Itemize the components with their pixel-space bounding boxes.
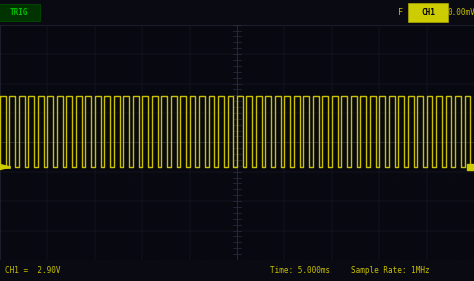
- Polygon shape: [0, 164, 10, 169]
- Text: CH1: CH1: [421, 8, 435, 17]
- Text: CH1 =  2.90V: CH1 = 2.90V: [5, 266, 60, 275]
- Bar: [467, 164, 474, 170]
- FancyBboxPatch shape: [408, 3, 448, 22]
- Text: TRIG: TRIG: [9, 8, 28, 17]
- Text: Time: 5.000ms: Time: 5.000ms: [270, 266, 330, 275]
- Text: F: F: [398, 8, 403, 17]
- Text: 0.00mV: 0.00mV: [448, 8, 474, 17]
- FancyBboxPatch shape: [0, 4, 40, 21]
- Text: Sample Rate: 1MHz: Sample Rate: 1MHz: [351, 266, 429, 275]
